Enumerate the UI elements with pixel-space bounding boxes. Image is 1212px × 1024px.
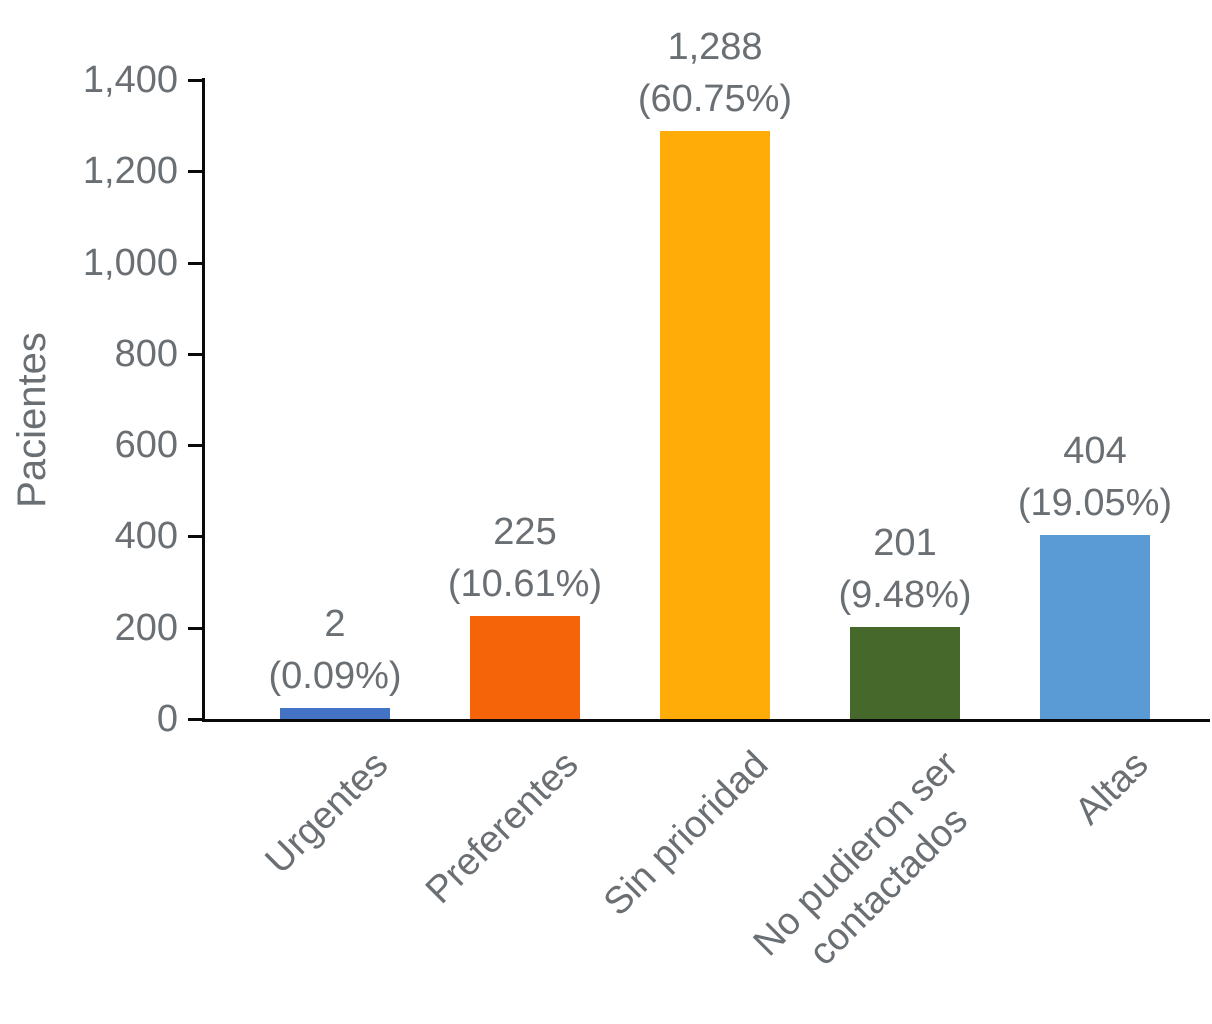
y-axis-tick-label: 600 [114, 424, 178, 467]
y-axis-tick-label: 1,200 [82, 150, 178, 193]
y-axis-tick-label: 200 [114, 606, 178, 649]
y-axis-tick-mark [188, 79, 202, 82]
x-axis-category-label: Urgentes [257, 743, 397, 883]
bar-value-label: 225 (10.61%) [447, 511, 603, 605]
bar-5 [1040, 535, 1150, 719]
y-axis-tick-label: 0 [156, 698, 178, 740]
x-axis-category-label: No pudieron ser contactados [745, 743, 976, 974]
y-axis-tick-mark [188, 261, 202, 265]
y-axis-tick-mark [188, 352, 202, 356]
bar-2 [470, 616, 580, 719]
y-axis-tick-label: 800 [114, 332, 178, 375]
bar-value-label: 201 (9.48%) [838, 522, 972, 616]
y-axis-tick-mark [188, 444, 202, 448]
bar-value-label: 1,288 (60.75%) [637, 26, 793, 120]
x-axis-category-label: Preferentes [417, 743, 587, 913]
x-axis-line [202, 719, 1210, 722]
y-axis-tick-mark [188, 170, 202, 174]
bar-value-label: 404 (19.05%) [1017, 430, 1173, 524]
bar-1 [280, 708, 390, 719]
y-axis-tick-label: 1,400 [82, 59, 178, 101]
x-axis-category-label: Sin prioridad [595, 743, 777, 924]
y-axis-tick-mark [188, 718, 202, 721]
y-axis-tick-label: 400 [114, 515, 178, 558]
bar-4 [850, 627, 960, 719]
y-axis-tick-mark [188, 626, 202, 630]
bar-3 [660, 131, 770, 719]
x-axis-category-label: Altas [1066, 743, 1157, 833]
bar-value-label: 2 (0.09%) [268, 603, 402, 697]
y-axis-tick-label: 1,000 [82, 241, 178, 284]
y-axis-tick-mark [188, 535, 202, 539]
y-axis-line [202, 78, 205, 722]
